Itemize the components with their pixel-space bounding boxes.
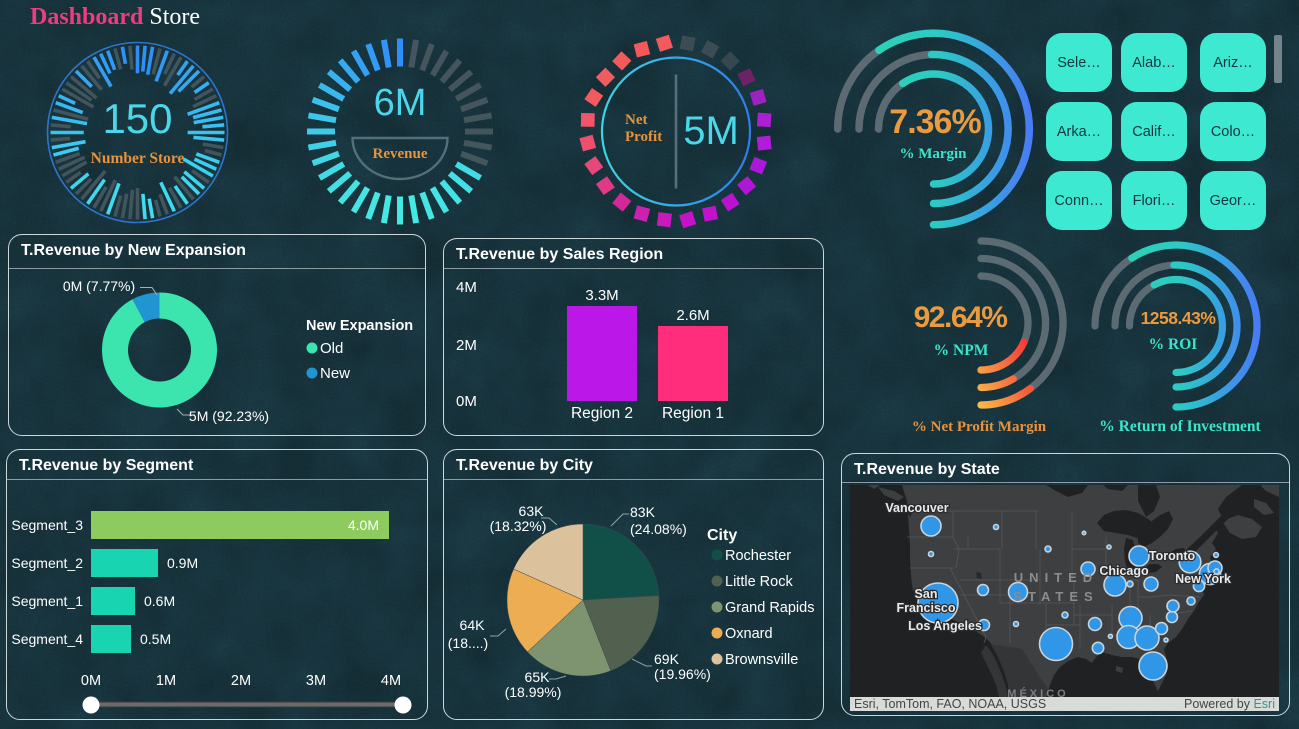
svg-text:Profit: Profit (625, 129, 662, 145)
svg-text:Number Store: Number Store (91, 150, 185, 167)
svg-text:Grand Rapids: Grand Rapids (725, 600, 814, 616)
svg-text:% Net Profit Margin: % Net Profit Margin (912, 419, 1047, 435)
svg-text:Francisco: Francisco (896, 601, 955, 615)
svg-text:2M: 2M (231, 673, 251, 689)
svg-text:MÉXICO: MÉXICO (1007, 687, 1068, 700)
svg-text:Segment_3: Segment_3 (11, 517, 83, 533)
svg-text:City: City (707, 527, 737, 544)
svg-text:Region 1: Region 1 (662, 405, 724, 422)
svg-text:Powered by Esri: Powered by Esri (1184, 697, 1275, 711)
svg-text:Vancouver: Vancouver (885, 501, 948, 515)
svg-text:Chicago: Chicago (1099, 564, 1149, 578)
svg-text:Net: Net (625, 112, 648, 128)
svg-text:Esri, TomTom, FAO, NOAA, USGS: Esri, TomTom, FAO, NOAA, USGS (854, 697, 1046, 711)
svg-text:Rochester: Rochester (725, 548, 791, 564)
svg-text:New York: New York (1175, 572, 1231, 586)
svg-text:% Return of Investment: % Return of Investment (1099, 418, 1261, 435)
svg-text:0M (7.77%): 0M (7.77%) (63, 278, 135, 294)
svg-text:New Expansion: New Expansion (306, 318, 413, 334)
svg-text:Segment_1: Segment_1 (11, 593, 83, 609)
svg-text:Revenue: Revenue (373, 146, 428, 162)
svg-text:STATES: STATES (1013, 589, 1098, 604)
svg-text:6M: 6M (374, 82, 427, 124)
svg-text:Old: Old (320, 340, 343, 357)
svg-text:Los Angeles: Los Angeles (908, 619, 982, 633)
svg-text:1M: 1M (156, 673, 176, 689)
svg-text:0.6M: 0.6M (144, 593, 175, 609)
svg-text:69K: 69K (654, 651, 680, 667)
svg-text:San: San (915, 587, 938, 601)
svg-text:UNITED: UNITED (1014, 570, 1098, 585)
svg-text:Segment_4: Segment_4 (11, 631, 83, 647)
svg-text:4.0M: 4.0M (348, 517, 379, 533)
svg-text:64K: 64K (460, 617, 486, 633)
svg-text:(18.99%): (18.99%) (505, 684, 562, 700)
svg-text:% Margin: % Margin (899, 146, 967, 162)
svg-text:Toronto: Toronto (1149, 549, 1196, 563)
svg-text:New: New (320, 365, 350, 382)
svg-text:150: 150 (102, 95, 172, 142)
svg-text:(24.08%): (24.08%) (630, 521, 687, 537)
svg-text:4M: 4M (456, 279, 477, 296)
svg-text:% NPM: % NPM (934, 342, 989, 359)
svg-text:3M: 3M (306, 673, 326, 689)
svg-text:Brownsville: Brownsville (725, 652, 798, 668)
svg-text:7.36%: 7.36% (889, 103, 981, 141)
svg-text:(18.32%): (18.32%) (490, 518, 547, 534)
svg-text:2M: 2M (456, 337, 477, 354)
svg-text:5M: 5M (683, 109, 739, 153)
svg-text:83K: 83K (630, 504, 656, 520)
svg-text:(19.96%): (19.96%) (654, 666, 711, 682)
svg-text:(18....): (18....) (448, 635, 488, 651)
svg-text:0M: 0M (81, 673, 101, 689)
svg-text:63K: 63K (519, 503, 545, 519)
svg-text:0.9M: 0.9M (167, 555, 198, 571)
svg-text:4M: 4M (381, 673, 401, 689)
svg-text:0.5M: 0.5M (140, 631, 171, 647)
svg-text:0M: 0M (456, 393, 477, 410)
svg-text:Region 2: Region 2 (571, 405, 633, 422)
svg-text:Little Rock: Little Rock (725, 574, 793, 590)
svg-text:% ROI: % ROI (1149, 336, 1198, 353)
svg-text:Segment_2: Segment_2 (11, 555, 83, 571)
svg-text:92.64%: 92.64% (914, 301, 1008, 334)
svg-text:Oxnard: Oxnard (725, 626, 773, 642)
svg-text:3.3M: 3.3M (585, 287, 618, 304)
svg-text:1258.43%: 1258.43% (1141, 308, 1217, 328)
svg-text:5M (92.23%): 5M (92.23%) (189, 408, 269, 424)
svg-text:65K: 65K (525, 669, 551, 685)
svg-text:2.6M: 2.6M (676, 307, 709, 324)
